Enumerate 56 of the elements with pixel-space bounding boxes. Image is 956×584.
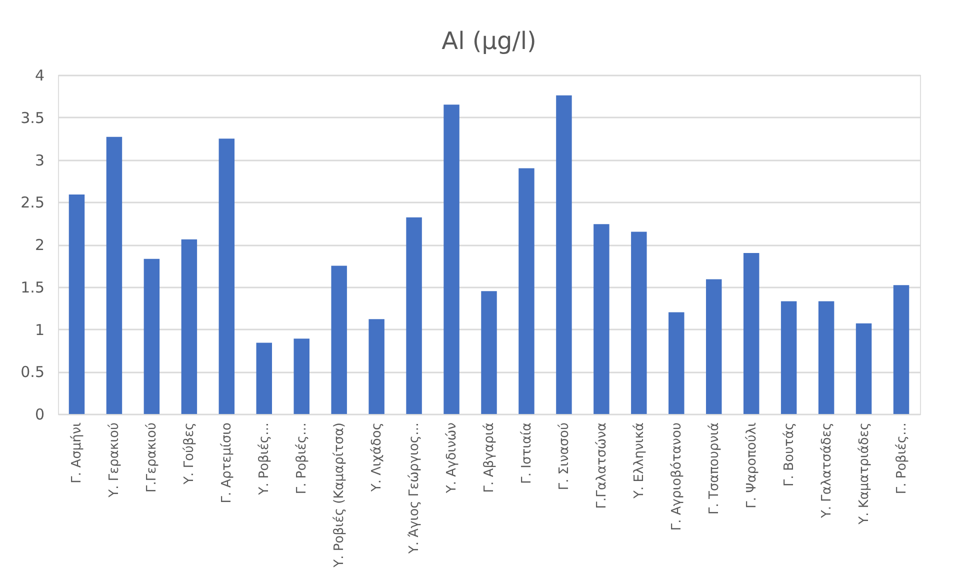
bar bbox=[68, 194, 85, 414]
bar bbox=[780, 301, 797, 414]
x-tick-label: Γ. Αβγαριά bbox=[482, 422, 497, 493]
bar bbox=[668, 312, 684, 414]
bar bbox=[368, 319, 384, 414]
x-tick-label: Υ. Ροβιές (Καμαρίτσα) bbox=[332, 422, 348, 568]
bar bbox=[518, 168, 534, 414]
bar bbox=[218, 138, 235, 414]
bar bbox=[294, 338, 310, 414]
bar bbox=[556, 95, 572, 414]
y-tick-label: 4 bbox=[34, 66, 44, 84]
x-tick-label: Υ. Γούβες bbox=[182, 422, 198, 486]
x-tick-label: Γ. Ροβιές… bbox=[894, 422, 910, 494]
x-tick-label: Γ.Γαλατσώνα bbox=[594, 422, 610, 509]
bar bbox=[331, 266, 347, 414]
y-tick-label: 2.5 bbox=[20, 194, 44, 212]
x-tick-label: Γ. Αγριοβότανου bbox=[669, 422, 684, 531]
x-tick-label: Υ. Αγδινών bbox=[444, 422, 460, 494]
bar bbox=[444, 104, 460, 414]
x-tick-label: Γ. Ροβιές… bbox=[294, 422, 310, 494]
bar bbox=[631, 232, 647, 414]
x-tick-label: Γ.Γερακιού bbox=[144, 422, 160, 493]
y-tick-label: 3.5 bbox=[20, 108, 44, 127]
bar bbox=[893, 285, 910, 414]
bar bbox=[106, 136, 122, 414]
x-tick-label: Γ. Ψαροπούλι bbox=[744, 422, 760, 508]
x-tick-label: Υ. Γερακιού bbox=[107, 422, 122, 498]
x-tick-label: Υ. Ελληνικά bbox=[632, 422, 647, 500]
x-tick-label: Υ. Γαλατσάδες bbox=[819, 422, 834, 520]
y-tick-label: 3 bbox=[34, 151, 44, 170]
x-tick-label: Γ. Αρτεμίσιο bbox=[220, 422, 235, 504]
y-tick-label: 0.5 bbox=[20, 363, 44, 382]
x-tick-label: Υ. Άγιος Γεώργιος… bbox=[407, 422, 422, 555]
x-tick-label: Γ. Σινασού bbox=[556, 422, 572, 490]
bar bbox=[818, 301, 834, 414]
bar bbox=[181, 239, 198, 414]
bar bbox=[481, 291, 497, 414]
bar bbox=[144, 258, 160, 414]
x-tick-label: Υ. Λιχάδος bbox=[370, 422, 385, 493]
x-tick-label: Υ. Καματριάδες bbox=[856, 422, 872, 526]
bar bbox=[856, 323, 872, 414]
y-tick-label: 1.5 bbox=[20, 278, 44, 296]
y-tick-label: 2 bbox=[34, 236, 44, 254]
x-tick-label: Υ. Ροβιές… bbox=[257, 422, 272, 496]
bar bbox=[743, 252, 760, 414]
y-tick-label: 0 bbox=[34, 406, 44, 424]
bar bbox=[706, 279, 722, 414]
x-tick-label: Γ. Βουτάς bbox=[782, 422, 797, 486]
x-tick-label: Γ. Ιστιαία bbox=[519, 422, 534, 484]
chart-title: Al (μg/l) bbox=[442, 27, 536, 55]
bar bbox=[406, 217, 422, 414]
x-tick-label: Γ. Ασμήνι bbox=[70, 422, 85, 484]
bar bbox=[594, 224, 610, 414]
y-tick-label: 1 bbox=[34, 320, 44, 339]
x-tick-label: Γ. Τσαπουρνιά bbox=[706, 422, 722, 515]
bar bbox=[256, 342, 272, 414]
